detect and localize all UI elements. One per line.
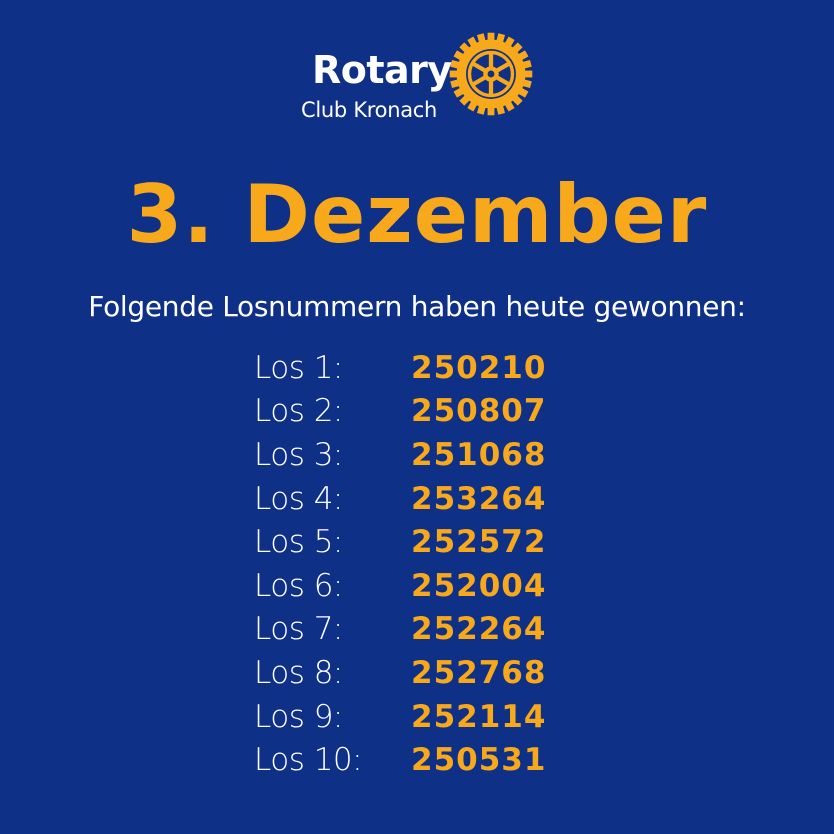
winner-number: 252004 bbox=[411, 567, 547, 604]
winner-number: 250210 bbox=[411, 349, 547, 386]
winner-label: Los 2: bbox=[254, 393, 343, 430]
winner-number: 252572 bbox=[411, 524, 547, 561]
winner-number: 250807 bbox=[411, 393, 547, 430]
logo-wordmark: Rotary bbox=[312, 48, 452, 92]
club-name: Club Kronach bbox=[301, 98, 438, 122]
winner-list: Los 1: 250210 Los 2: 250807 Los 3: 251068 L… bbox=[254, 346, 546, 782]
winner-number: 250531 bbox=[411, 742, 547, 779]
winner-row: Los 6: 252004 bbox=[254, 564, 546, 608]
page-title: 3. Dezember bbox=[126, 168, 708, 261]
winner-label: Los 5: bbox=[254, 524, 343, 561]
winner-label: Los 7: bbox=[254, 611, 343, 648]
rotary-wheel-icon bbox=[449, 32, 533, 116]
subtitle: Folgende Losnummern haben heute gewonnen… bbox=[88, 290, 746, 323]
winner-label: Los 9: bbox=[254, 698, 343, 735]
winner-row: Los 2: 250807 bbox=[254, 390, 546, 434]
winner-label: Los 3: bbox=[254, 436, 343, 473]
winner-label: Los 1: bbox=[254, 349, 343, 386]
winner-row: Los 10: 250531 bbox=[254, 738, 546, 782]
winner-number: 251068 bbox=[411, 436, 547, 473]
winner-label: Los 4: bbox=[254, 480, 343, 517]
winner-row: Los 4: 253264 bbox=[254, 477, 546, 521]
winner-row: Los 7: 252264 bbox=[254, 608, 546, 652]
winner-label: Los 8: bbox=[254, 654, 343, 691]
winner-number: 252114 bbox=[411, 698, 547, 735]
winner-number: 252264 bbox=[411, 611, 547, 648]
winner-number: 252768 bbox=[411, 654, 547, 691]
winner-number: 253264 bbox=[411, 480, 547, 517]
winner-row: Los 3: 251068 bbox=[254, 433, 546, 477]
winner-label: Los 6: bbox=[254, 567, 343, 604]
winner-label: Los 10: bbox=[254, 742, 363, 779]
winner-row: Los 8: 252768 bbox=[254, 651, 546, 695]
winner-row: Los 9: 252114 bbox=[254, 695, 546, 739]
winner-row: Los 1: 250210 bbox=[254, 346, 546, 390]
winner-row: Los 5: 252572 bbox=[254, 520, 546, 564]
